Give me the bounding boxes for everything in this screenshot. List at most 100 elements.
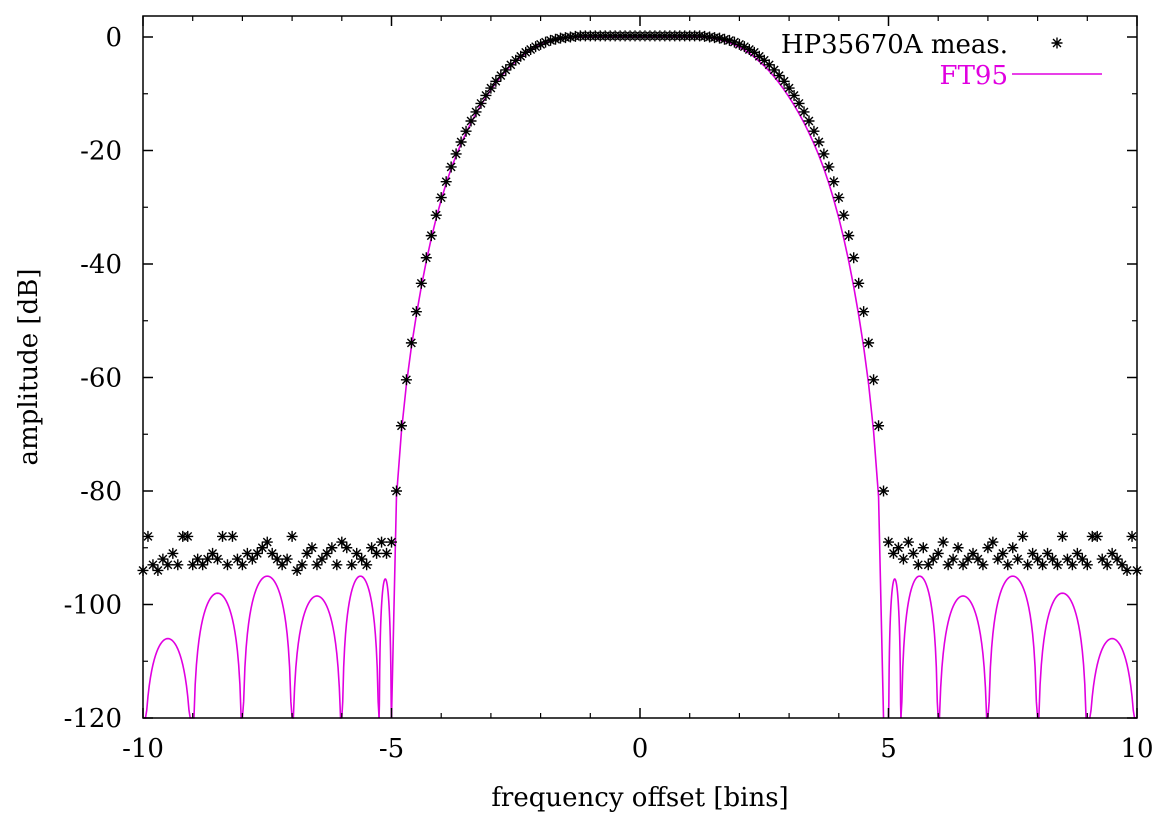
measured-point — [435, 192, 447, 204]
measured-point — [470, 106, 482, 118]
measured-point — [465, 115, 477, 127]
measured-point — [545, 34, 557, 46]
measured-point — [236, 559, 248, 571]
measured-point — [848, 252, 860, 264]
ft95-sidelobe — [1087, 637, 1137, 719]
measured-point — [425, 230, 437, 242]
measured-point — [763, 59, 775, 71]
measured-point — [202, 553, 214, 565]
measured-point — [937, 536, 949, 548]
measured-point — [142, 530, 154, 542]
measured-point — [410, 306, 422, 318]
y-axis-label: amplitude [dB] — [14, 269, 44, 466]
measured-point — [1056, 530, 1068, 542]
measured-point — [207, 547, 219, 559]
measured-point — [415, 277, 427, 289]
legend: HP35670A meas. FT95 — [781, 30, 1102, 91]
measured-point — [907, 547, 919, 559]
measured-point — [515, 50, 527, 62]
measured-point — [1071, 547, 1083, 559]
measured-point — [773, 70, 785, 82]
measured-point — [778, 75, 790, 87]
measured-point — [952, 542, 964, 554]
measured-point — [927, 553, 939, 565]
measured-point — [922, 559, 934, 571]
legend-marker-asterisk — [1051, 37, 1063, 49]
measured-point — [873, 420, 885, 432]
x-tick-label: -5 — [379, 734, 404, 764]
measured-point — [271, 553, 283, 565]
measured-point — [1042, 547, 1054, 559]
measured-point — [286, 530, 298, 542]
measured-point — [217, 530, 229, 542]
measured-point — [395, 420, 407, 432]
x-tick-label: 0 — [632, 734, 649, 764]
measured-point — [957, 559, 969, 571]
measured-point — [868, 374, 880, 386]
measured-point — [221, 559, 233, 571]
measured-point — [982, 542, 994, 554]
measured-point — [231, 553, 243, 565]
measured-point — [1081, 559, 1093, 571]
measured-point — [321, 547, 333, 559]
y-tick-label: 0 — [105, 23, 122, 53]
y-tick-label: -20 — [80, 137, 122, 167]
measured-point — [311, 559, 323, 571]
measured-point — [480, 89, 492, 101]
x-axis-label: frequency offset [bins] — [491, 783, 788, 813]
measured-point — [997, 547, 1009, 559]
measured-point — [912, 559, 924, 571]
measured-point — [733, 38, 745, 50]
measured-point — [197, 559, 209, 571]
measured-point — [962, 553, 974, 565]
x-tick-label: 10 — [1120, 734, 1153, 764]
measured-point — [505, 59, 517, 71]
measured-point — [833, 192, 845, 204]
measured-point — [793, 97, 805, 109]
measured-point — [843, 230, 855, 242]
measured-point — [157, 553, 169, 565]
y-tick-label: -40 — [80, 250, 122, 280]
ft95-sidelobe — [987, 575, 1039, 719]
measured-point — [823, 161, 835, 173]
measured-point — [1101, 559, 1113, 571]
x-tick-label: 5 — [880, 734, 897, 764]
measured-point — [376, 536, 388, 548]
measured-point — [887, 547, 899, 559]
measured-point — [331, 559, 343, 571]
measured-point — [1032, 553, 1044, 565]
measured-point — [525, 43, 537, 55]
measured-point — [400, 374, 412, 386]
measured-point — [460, 125, 472, 137]
measured-point — [430, 209, 442, 221]
measured-point — [828, 176, 840, 188]
measured-point — [947, 553, 959, 565]
measured-point — [351, 547, 363, 559]
measured-point — [450, 148, 462, 160]
measured-point — [1051, 559, 1063, 571]
measured-point — [738, 41, 750, 53]
measured-point — [987, 536, 999, 548]
measured-point — [306, 542, 318, 554]
measured-point — [296, 559, 308, 571]
measured-point — [1012, 553, 1024, 565]
measured-point — [490, 75, 502, 87]
measured-point — [455, 136, 467, 148]
measured-point — [883, 536, 894, 548]
measured-point — [386, 536, 397, 548]
measured-point — [167, 547, 179, 559]
measured-point — [897, 553, 909, 565]
measured-point — [1002, 559, 1014, 571]
measured-point — [495, 70, 507, 82]
measured-point — [967, 547, 979, 559]
y-tick-label: -120 — [64, 704, 122, 734]
measured-point — [276, 559, 288, 571]
measured-point — [892, 542, 904, 554]
measured-point — [863, 337, 875, 349]
measured-point — [798, 106, 810, 118]
measured-point — [152, 564, 164, 576]
measured-point — [808, 125, 820, 137]
measured-point — [346, 559, 358, 571]
ft95-sidelobe — [341, 575, 380, 719]
